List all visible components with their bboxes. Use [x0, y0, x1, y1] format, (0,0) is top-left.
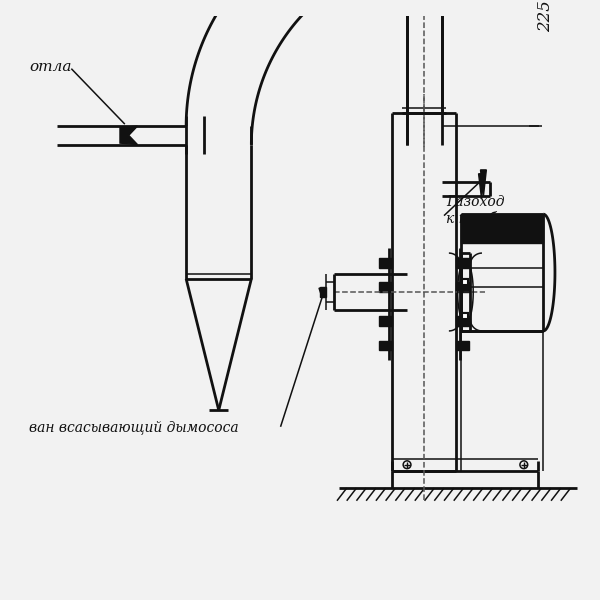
Polygon shape — [379, 258, 392, 268]
Polygon shape — [379, 316, 392, 326]
Polygon shape — [379, 282, 392, 292]
Text: ван всасывающий дымососа: ван всасывающий дымососа — [29, 420, 239, 434]
Polygon shape — [379, 341, 392, 350]
Text: отла: отла — [29, 60, 72, 74]
Polygon shape — [120, 126, 137, 145]
Polygon shape — [319, 288, 325, 297]
Polygon shape — [455, 316, 469, 326]
Polygon shape — [455, 341, 469, 350]
Polygon shape — [479, 174, 484, 198]
Polygon shape — [455, 282, 469, 292]
Text: Газоход
к трубе: Газоход к трубе — [446, 195, 505, 226]
Polygon shape — [481, 170, 487, 196]
Polygon shape — [455, 258, 469, 268]
Text: 225: 225 — [537, 0, 554, 32]
Polygon shape — [320, 287, 326, 297]
Polygon shape — [461, 214, 543, 244]
